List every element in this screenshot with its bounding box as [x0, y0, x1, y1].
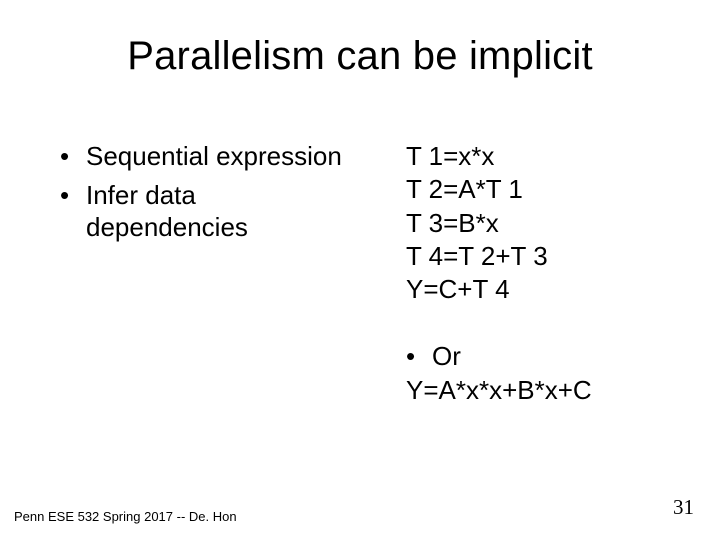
- bullet-item: Sequential expression: [60, 140, 360, 173]
- alt-block: Or Y=A*x*x+B*x+C: [380, 340, 700, 407]
- alt-expression: Y=A*x*x+B*x+C: [380, 374, 700, 407]
- left-bullet-list: Sequential expression Infer data depende…: [60, 140, 360, 244]
- bullet-item: Infer data dependencies: [60, 179, 360, 244]
- equation-line: T 1=x*x: [406, 140, 700, 173]
- right-column: T 1=x*x T 2=A*T 1 T 3=B*x T 4=T 2+T 3 Y=…: [380, 140, 700, 407]
- footer-text: Penn ESE 532 Spring 2017 -- De. Hon: [14, 509, 237, 524]
- alt-bullet-list: Or: [380, 340, 700, 373]
- equation-line: Y=C+T 4: [406, 273, 700, 306]
- equation-line: T 2=A*T 1: [406, 173, 700, 206]
- slide-title: Parallelism can be implicit: [0, 34, 720, 79]
- alt-bullet-item: Or: [380, 340, 700, 373]
- page-number: 31: [673, 495, 694, 520]
- slide: Parallelism can be implicit Sequential e…: [0, 0, 720, 540]
- equation-line: T 4=T 2+T 3: [406, 240, 700, 273]
- left-column: Sequential expression Infer data depende…: [60, 140, 360, 250]
- equation-block: T 1=x*x T 2=A*T 1 T 3=B*x T 4=T 2+T 3 Y=…: [380, 140, 700, 306]
- equation-line: T 3=B*x: [406, 207, 700, 240]
